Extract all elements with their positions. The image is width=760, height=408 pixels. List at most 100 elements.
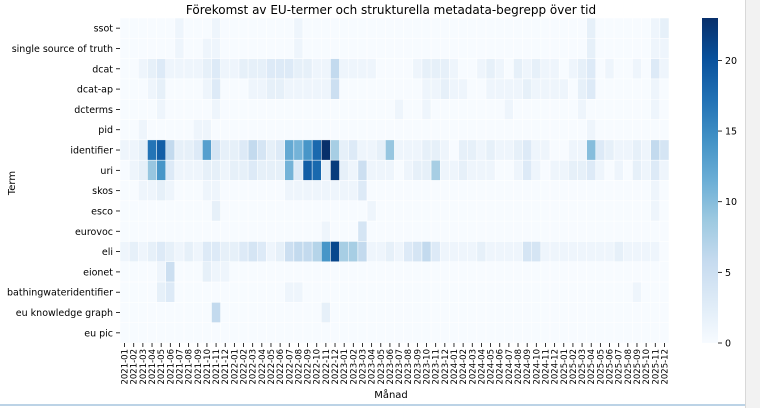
- column-label: 2023-12: [441, 349, 451, 385]
- heatmap-cell: [339, 38, 350, 59]
- column-labels: 2021-01 2021-02 2021-03 2021-04 2021-05 2021-…: [121, 343, 670, 385]
- heatmap-cell: [192, 119, 203, 141]
- heatmap-cells: [119, 17, 670, 344]
- column-label: 2025-02: [569, 349, 579, 385]
- heatmap-cell: [385, 261, 395, 283]
- heatmap-cell: [192, 241, 203, 263]
- heatmap-cell: [632, 58, 642, 80]
- heatmap-cell: [220, 139, 231, 161]
- heatmap-cell: [348, 302, 359, 323]
- heatmap-cell: [202, 159, 212, 181]
- heatmap-cell: [357, 302, 368, 323]
- heatmap-cell: [156, 17, 167, 39]
- heatmap-cell: [531, 78, 542, 100]
- column-label: 2024-08: [514, 349, 524, 385]
- heatmap-cell: [394, 58, 404, 80]
- heatmap-cell: [449, 99, 459, 120]
- heatmap-cell: [192, 180, 203, 202]
- heatmap-cell: [613, 17, 624, 39]
- heatmap-cell: [558, 38, 569, 59]
- column-label: 2023-03: [358, 349, 368, 385]
- heatmap-cell: [595, 281, 606, 303]
- heatmap-cell: [293, 200, 304, 222]
- column-label: 2023-11: [432, 349, 442, 385]
- heatmap-cell: [494, 17, 505, 39]
- heatmap-cell: [504, 119, 514, 141]
- heatmap-cell: [257, 261, 267, 283]
- row-label: dcat: [92, 64, 113, 75]
- heatmap-cell: [440, 139, 450, 161]
- heatmap-cell: [138, 38, 148, 59]
- heatmap-cell: [275, 241, 285, 263]
- heatmap-cell: [494, 119, 505, 141]
- heatmap-cell: [540, 241, 551, 263]
- heatmap-cell: [339, 302, 350, 323]
- colorbar-tick-label: 15: [725, 127, 737, 138]
- heatmap-cell: [513, 78, 523, 100]
- row-label: ssot: [94, 24, 114, 35]
- heatmap-cell: [366, 322, 377, 344]
- row-label: eurovoc: [75, 227, 113, 238]
- column-label: 2024-10: [532, 349, 542, 385]
- heatmap-cell: [513, 200, 523, 222]
- heatmap-cell: [540, 139, 551, 161]
- heatmap-cell: [321, 58, 331, 80]
- heatmap-cell: [403, 302, 414, 323]
- heatmap-cell: [174, 159, 185, 181]
- heatmap-cell: [220, 302, 231, 323]
- heatmap-cell: [430, 139, 441, 161]
- heatmap-cell: [302, 139, 313, 161]
- heatmap-cell: [229, 38, 240, 59]
- column-label: 2024-06: [496, 349, 506, 385]
- heatmap-cell: [375, 241, 386, 263]
- heatmap-cell: [119, 119, 130, 141]
- heatmap-cell: [128, 261, 139, 283]
- heatmap-cell: [504, 17, 514, 39]
- heatmap-cell: [458, 99, 468, 120]
- heatmap-cell: [476, 241, 487, 263]
- heatmap-cell: [412, 200, 423, 222]
- heatmap-cell: [138, 322, 148, 344]
- column-label: 2021-05: [157, 349, 167, 385]
- heatmap-cell: [220, 322, 231, 344]
- heatmap-cell: [311, 302, 322, 323]
- heatmap-cell: [257, 302, 267, 323]
- heatmap-cell: [467, 180, 478, 202]
- column-label: 2025-10: [642, 349, 652, 385]
- heatmap-cell: [293, 139, 304, 161]
- heatmap-cell: [440, 159, 450, 181]
- heatmap-cell: [147, 261, 157, 283]
- heatmap-cell: [385, 139, 395, 161]
- heatmap-cell: [311, 200, 322, 222]
- heatmap-cell: [366, 139, 377, 161]
- heatmap-cell: [403, 322, 414, 344]
- heatmap-cell: [595, 38, 606, 59]
- heatmap-cell: [467, 139, 478, 161]
- heatmap-cell: [293, 281, 304, 303]
- heatmap-cell: [522, 99, 532, 120]
- window-scrollbar[interactable]: [745, 0, 760, 408]
- heatmap-cell: [321, 200, 331, 222]
- heatmap-cell: [165, 200, 176, 222]
- heatmap-cell: [513, 281, 523, 303]
- heatmap-cell: [476, 119, 487, 141]
- heatmap-cell: [568, 139, 578, 161]
- heatmap-cell: [476, 58, 487, 80]
- heatmap-cell: [577, 58, 587, 80]
- column-label: 2021-03: [139, 349, 149, 385]
- heatmap-cell: [174, 58, 185, 80]
- heatmap-cell: [156, 180, 167, 202]
- heatmap-cell: [632, 241, 642, 263]
- heatmap-cell: [522, 139, 532, 161]
- heatmap-cell: [494, 159, 505, 181]
- heatmap-cell: [394, 17, 404, 39]
- heatmap-cell: [586, 220, 597, 242]
- heatmap-cell: [558, 159, 569, 181]
- column-label: 2023-02: [349, 349, 359, 385]
- heatmap-cell: [623, 119, 633, 141]
- heatmap-cell: [211, 281, 221, 303]
- heatmap-cell: [321, 78, 331, 100]
- column-label: 2021-04: [148, 349, 158, 385]
- heatmap-cell: [375, 180, 386, 202]
- heatmap-cell: [293, 99, 304, 120]
